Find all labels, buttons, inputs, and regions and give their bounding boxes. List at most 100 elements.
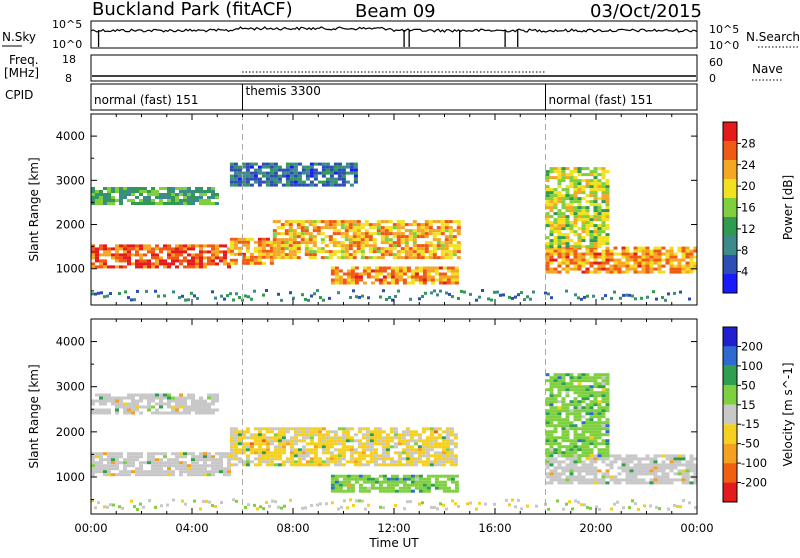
echo-cell [265,430,270,434]
echo-cell [269,451,274,455]
echo-cell [259,505,262,509]
echo-cell [207,464,211,468]
echo-cell [377,430,382,434]
echo-cell [446,474,451,478]
echo-cell [261,448,266,452]
echo-cell [199,411,203,415]
echo-cell [262,507,265,511]
echo-cell [374,486,379,490]
echo-cell [418,489,423,493]
echo-cell [396,235,401,239]
echo-cell [215,253,219,257]
echo-cell [229,454,234,458]
echo-cell [316,229,321,233]
echo-cell [577,296,580,300]
echo-cell [581,230,586,234]
echo-cell [139,190,143,193]
echo-cell [289,445,294,449]
echo-cell [565,448,570,452]
echo-cell [657,249,662,253]
echo-cell [569,379,574,383]
echo-cell [175,461,179,465]
echo-cell [633,478,638,482]
echo-cell [305,183,310,187]
echo-cell [425,436,430,440]
echo-cell [565,502,568,506]
echo-cell [99,259,103,263]
echo-cell [597,403,602,407]
echo-cell [450,477,455,481]
echo-cell [329,171,334,175]
echo-cell [667,292,670,296]
echo-cell [103,411,107,415]
echo-cell [257,243,262,247]
echo-cell [191,265,195,269]
echo-cell [115,187,119,190]
echo-cell [317,427,322,431]
echo-cell [496,290,499,294]
echo-cell [445,427,450,431]
echo-cell [223,253,227,257]
echo-cell [257,168,262,172]
echo-cell [673,270,678,274]
echo-cell [601,242,606,246]
echo-cell [637,478,642,482]
echo-cell [597,469,602,473]
echo-cell [601,258,606,262]
echo-cell [365,436,370,440]
echo-cell [175,247,179,251]
echo-cell [91,470,95,474]
echo-cell [346,474,351,478]
echo-cell [585,388,590,392]
echo-cell [382,506,385,510]
echo-cell [553,246,558,250]
echo-cell [368,256,373,260]
echo-cell [561,433,566,437]
echo-cell [585,215,590,219]
echo-cell [589,249,594,253]
echo-cell [553,406,558,410]
echo-cell [561,418,566,422]
echo-cell [394,269,399,273]
echo-cell [428,232,433,236]
echo-cell [442,480,447,484]
echo-cell [338,489,343,493]
echo-cell [573,463,578,467]
echo-cell [573,194,578,198]
echo-cell [561,376,566,380]
echo-cell [557,239,562,243]
echo-cell [585,179,590,183]
echo-cell [454,483,459,487]
echo-cell [442,266,447,270]
echo-cell [333,183,338,187]
echo-cell [191,405,195,409]
echo-cell [332,223,337,227]
echo-cell [289,162,294,166]
echo-cell [183,452,187,456]
echo-cell [438,266,443,270]
echo-cell [195,244,199,248]
echo-cell [348,247,353,251]
echo-cell [569,230,574,234]
echo-cell [365,442,370,446]
echo-cell [191,396,195,400]
echo-cell [410,275,415,279]
echo-cell [549,391,554,395]
echo-cell [589,403,594,407]
echo-cell [316,232,321,236]
echo-cell [333,430,338,434]
echo-cell [553,167,558,171]
echo-cell [577,436,582,440]
echo-cell [272,220,277,224]
echo-cell [561,445,566,449]
echo-cell [253,436,258,440]
echo-cell [249,165,254,169]
echo-cell [91,253,95,257]
echo-cell [293,180,298,184]
echo-cell [577,203,582,207]
echo-cell [344,235,349,239]
echo-cell [357,454,362,458]
echo-cell [285,430,290,434]
echo-cell [446,266,451,270]
echo-cell [583,503,586,507]
